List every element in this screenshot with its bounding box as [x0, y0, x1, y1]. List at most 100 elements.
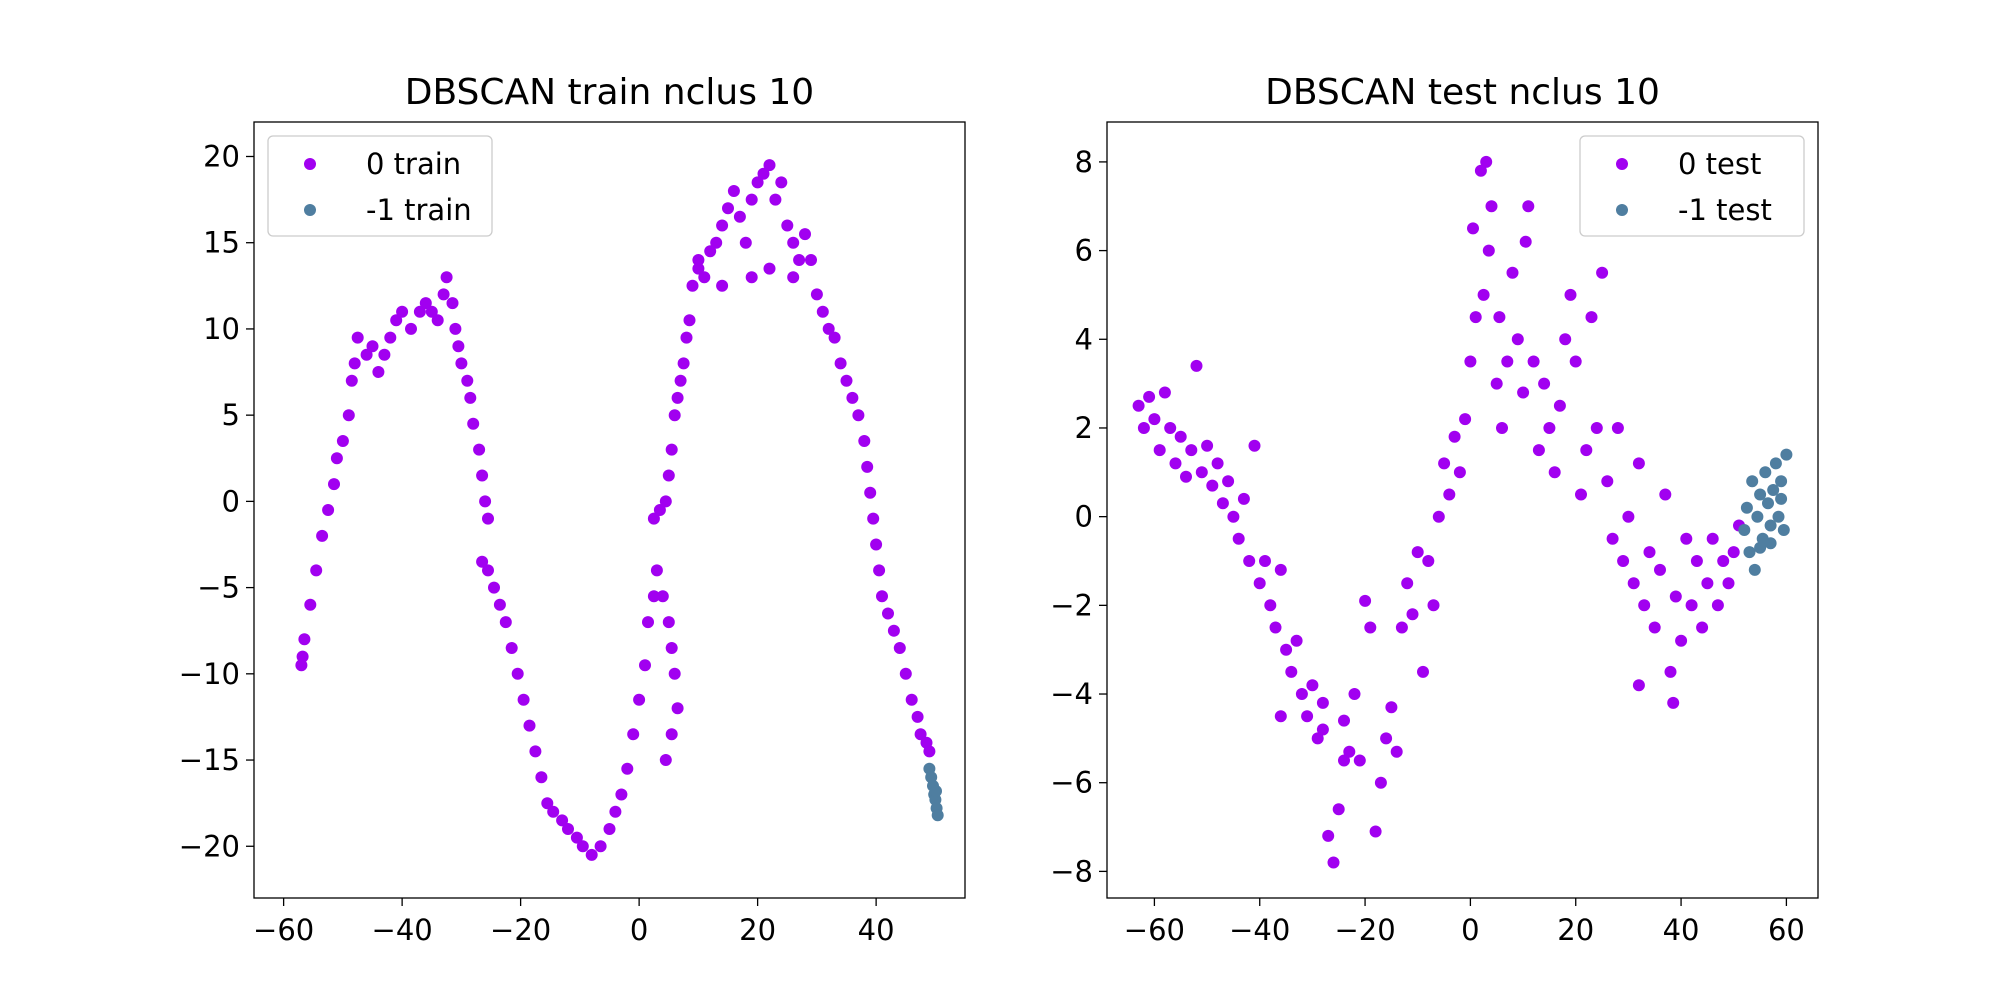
- data-point: [562, 823, 574, 835]
- data-point: [840, 374, 853, 387]
- x-tick-label: 60: [1768, 913, 1805, 947]
- data-point: [1316, 696, 1329, 709]
- data-point: [1748, 563, 1761, 576]
- legend-box: [1579, 135, 1805, 237]
- y-tick-label: 0: [222, 484, 240, 518]
- data-point: [351, 331, 364, 344]
- data-point: [1338, 754, 1350, 767]
- data-point: [384, 331, 397, 344]
- data-point: [1467, 222, 1479, 235]
- data-point: [665, 642, 678, 654]
- data-point: [710, 236, 723, 249]
- x-tick-label: 20: [739, 913, 776, 947]
- data-point: [413, 305, 426, 318]
- data-point: [328, 478, 340, 491]
- data-point: [345, 374, 358, 387]
- data-point: [659, 754, 672, 766]
- data-point: [1232, 532, 1245, 545]
- data-point: [1754, 541, 1767, 554]
- data-point: [1153, 444, 1166, 457]
- data-point: [1332, 803, 1345, 816]
- data-point: [1759, 466, 1772, 479]
- legend-box: [267, 135, 493, 237]
- legend-label: -1 train: [366, 193, 472, 227]
- data-point: [665, 728, 678, 741]
- data-point: [656, 590, 669, 603]
- data-point: [642, 616, 654, 629]
- data-point: [745, 193, 758, 206]
- data-point: [541, 797, 554, 810]
- data-point: [1190, 359, 1203, 372]
- data-point: [751, 176, 764, 189]
- data-point: [769, 193, 782, 206]
- data-point: [425, 305, 438, 318]
- legend: 0 train -1 train: [267, 135, 493, 237]
- data-point: [1438, 457, 1451, 470]
- data-point: [861, 460, 874, 473]
- data-point: [1477, 288, 1490, 301]
- data-point: [529, 745, 542, 758]
- legend-marker: [1616, 204, 1628, 216]
- data-point: [745, 271, 758, 284]
- data-point: [1390, 745, 1403, 758]
- data-point: [488, 581, 500, 594]
- data-point: [1580, 444, 1593, 457]
- y-tick-label: −15: [179, 743, 240, 777]
- data-point: [930, 785, 942, 798]
- data-point: [1348, 688, 1361, 700]
- data-point: [680, 331, 693, 344]
- data-point: [523, 719, 536, 732]
- data-point: [674, 374, 687, 387]
- data-point: [1664, 665, 1677, 678]
- data-point: [867, 512, 880, 525]
- data-point: [464, 391, 477, 404]
- data-point: [1617, 555, 1630, 567]
- data-point: [1559, 333, 1572, 346]
- data-point: [603, 823, 616, 835]
- data-point: [653, 504, 666, 516]
- data-point: [828, 331, 841, 344]
- data-point: [1453, 466, 1466, 479]
- data-point: [722, 202, 734, 215]
- data-point: [668, 667, 681, 680]
- x-tick-label: 0: [630, 913, 648, 947]
- data-point: [1711, 599, 1724, 612]
- data-point: [336, 435, 349, 447]
- legend-label: 0 train: [366, 147, 461, 181]
- data-point: [1211, 457, 1224, 470]
- data-point: [716, 219, 729, 232]
- data-point: [1243, 555, 1256, 567]
- data-point: [1364, 621, 1377, 634]
- data-point: [1506, 266, 1519, 279]
- data-point: [905, 693, 918, 706]
- data-point: [1253, 577, 1266, 590]
- data-point: [1685, 599, 1698, 612]
- data-point: [1195, 466, 1208, 479]
- data-point: [805, 254, 817, 266]
- data-point: [1740, 501, 1753, 514]
- x-tick-label: 40: [1663, 913, 1700, 947]
- data-point: [476, 555, 489, 568]
- data-point: [870, 538, 883, 551]
- y-tick-label: 6: [1075, 234, 1093, 268]
- data-point: [493, 598, 506, 611]
- x-tick-label: −60: [253, 913, 314, 947]
- x-tick-label: −40: [1229, 913, 1290, 947]
- data-point: [1485, 200, 1498, 213]
- data-point: [316, 529, 329, 542]
- data-point: [1201, 439, 1214, 452]
- data-point: [467, 417, 480, 430]
- data-point: [1427, 599, 1440, 612]
- data-point: [310, 564, 323, 577]
- data-point: [716, 279, 729, 292]
- data-point: [419, 297, 432, 310]
- data-point: [887, 624, 900, 637]
- data-point: [1648, 621, 1661, 634]
- data-point: [659, 495, 672, 508]
- data-point: [1727, 546, 1740, 559]
- data-point: [396, 305, 409, 318]
- data-point: [698, 271, 711, 284]
- legend: 0 test -1 test: [1579, 135, 1805, 237]
- data-point: [1353, 754, 1366, 767]
- data-point: [372, 366, 385, 378]
